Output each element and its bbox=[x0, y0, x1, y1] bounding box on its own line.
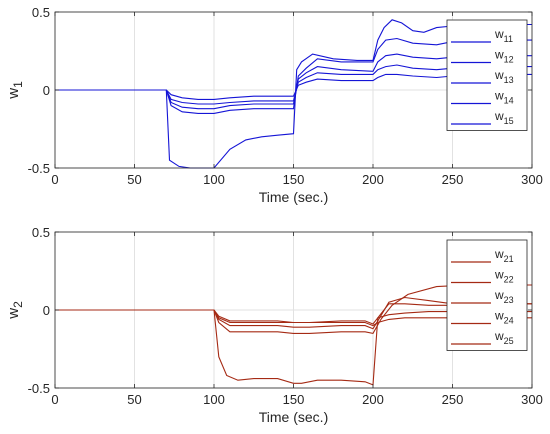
x-tick-label: 50 bbox=[127, 172, 141, 187]
legend: w11 w12 w13 w14 w15 bbox=[446, 19, 528, 131]
legend-item: w14 bbox=[451, 89, 514, 106]
x-tick-label: 0 bbox=[51, 392, 58, 407]
x-tick-label: 50 bbox=[127, 392, 141, 407]
legend-label: w14 bbox=[494, 89, 514, 106]
x-tick-label: 100 bbox=[203, 172, 225, 187]
y-tick-label: 0 bbox=[43, 303, 50, 318]
legend: w21 w22 w23 w24 w25 bbox=[446, 239, 528, 351]
legend-label: w15 bbox=[494, 109, 514, 126]
x-tick-label: 300 bbox=[521, 392, 543, 407]
x-tick-label: 200 bbox=[362, 392, 384, 407]
y-tick-label: 0.5 bbox=[32, 5, 50, 20]
y-axis-label-text: w1 bbox=[5, 81, 25, 100]
y-tick-label: -0.5 bbox=[28, 161, 50, 176]
x-tick-label: 150 bbox=[283, 392, 305, 407]
y-tick-label: -0.5 bbox=[28, 381, 50, 396]
series-line-w25 bbox=[55, 309, 532, 327]
legend-label: w13 bbox=[494, 68, 514, 85]
x-tick-label: 200 bbox=[362, 172, 384, 187]
legend-box bbox=[446, 239, 528, 351]
x-tick-label: 250 bbox=[442, 392, 464, 407]
series-line-w13 bbox=[55, 53, 532, 110]
y-tick-label: 0.5 bbox=[32, 225, 50, 240]
x-tick-label: 300 bbox=[521, 172, 543, 187]
series-line-w12 bbox=[55, 37, 532, 114]
series-line-w21 bbox=[55, 303, 532, 386]
legend-label: w21 bbox=[494, 247, 514, 264]
legend-item: w23 bbox=[451, 288, 514, 305]
y-axis-label: w2 bbox=[5, 301, 25, 320]
x-tick-label: 100 bbox=[203, 392, 225, 407]
legend-item: w12 bbox=[451, 48, 514, 65]
y-axis-label: w1 bbox=[5, 81, 25, 100]
legend-item: w13 bbox=[451, 68, 514, 85]
legend-box bbox=[446, 19, 528, 131]
legend-item: w15 bbox=[451, 109, 514, 126]
x-axis-label: Time (sec.) bbox=[259, 409, 328, 425]
series-line-w14 bbox=[55, 64, 532, 105]
legend-label: w22 bbox=[494, 268, 514, 285]
y-tick-label: 0 bbox=[43, 83, 50, 98]
legend-item: w22 bbox=[451, 268, 514, 285]
legend-label: w23 bbox=[494, 288, 514, 305]
x-tick-label: 250 bbox=[442, 172, 464, 187]
legend-label: w25 bbox=[494, 329, 514, 346]
legend-label: w12 bbox=[494, 48, 514, 65]
y-axis-label-text: w2 bbox=[5, 301, 25, 320]
legend-item: w21 bbox=[451, 247, 514, 264]
series-line-w24 bbox=[55, 309, 532, 325]
x-tick-label: 150 bbox=[283, 172, 305, 187]
legend-item: w25 bbox=[451, 329, 514, 346]
series-line-w15 bbox=[55, 73, 532, 100]
series-line-w23 bbox=[55, 296, 532, 330]
legend-item: w24 bbox=[451, 309, 514, 326]
legend-label: w24 bbox=[494, 309, 514, 326]
legend-item: w11 bbox=[451, 27, 513, 44]
x-tick-label: 0 bbox=[51, 172, 58, 187]
x-axis-label: Time (sec.) bbox=[259, 189, 328, 205]
series-line-w22 bbox=[55, 284, 532, 335]
legend-label: w11 bbox=[494, 27, 513, 44]
